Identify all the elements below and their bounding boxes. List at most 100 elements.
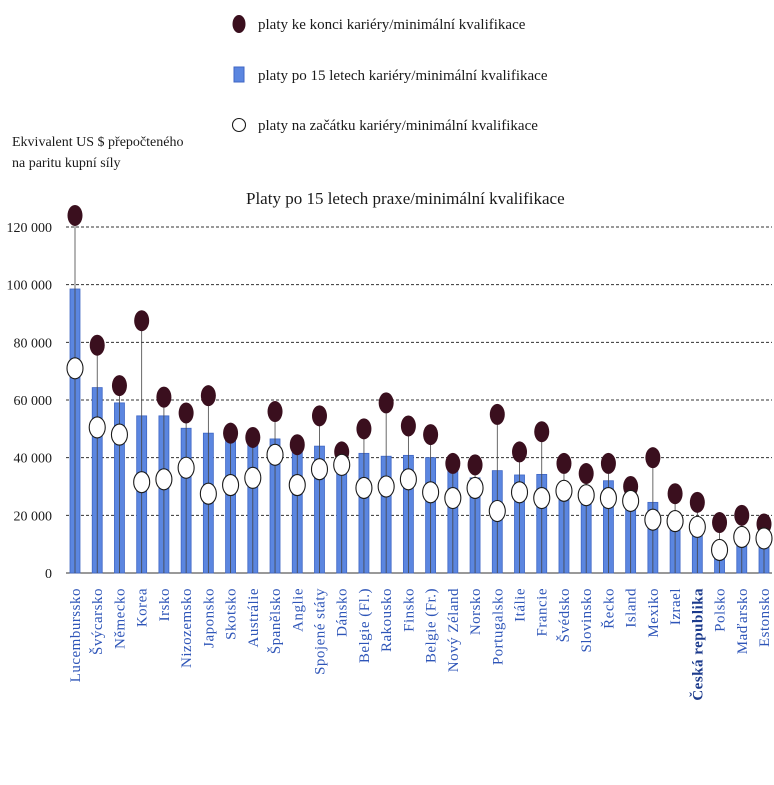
x-tick-label: Švýcarsko [89, 588, 106, 655]
career-end-point [712, 512, 728, 534]
x-tick-label: Řecko [600, 588, 617, 629]
x-tick-label: Mexiko [646, 588, 662, 638]
x-tick-label: Korea [135, 588, 151, 627]
x-tick-label: Nizozemsko [179, 588, 195, 668]
career-end-point [311, 405, 327, 427]
career-start-point [755, 527, 773, 550]
career-end-point [467, 454, 483, 476]
y-axis-label-line-2: na paritu kupní síly [12, 156, 121, 171]
y-tick-label: 80 000 [14, 336, 53, 351]
career-start-point [399, 468, 417, 491]
career-end-point [111, 375, 127, 397]
x-tick-label: Dánsko [335, 588, 351, 637]
career-end-point [289, 434, 305, 456]
markers-layer [66, 204, 773, 561]
career-start-point [710, 538, 729, 561]
x-tick-label: Itálie [513, 588, 529, 622]
career-start-point [644, 508, 662, 531]
career-start-point [333, 453, 351, 476]
career-start-point [244, 466, 262, 489]
bars-layer [69, 215, 770, 574]
career-start-point [466, 476, 484, 499]
career-start-point [66, 357, 84, 380]
x-tick-label: Portugalsko [490, 588, 506, 665]
x-tick-label: Španělsko [267, 588, 284, 654]
y-tick-label: 20 000 [14, 509, 53, 524]
career-end-point [689, 491, 705, 513]
career-end-point [512, 441, 528, 463]
career-start-point [599, 486, 617, 510]
legend-career-start-marker [231, 117, 247, 133]
x-tick-label: Japonsko [201, 588, 217, 648]
career-end-point [645, 447, 661, 469]
career-start-point [155, 468, 173, 491]
y-tick-label: 40 000 [14, 452, 53, 467]
y-tick-label: 60 000 [14, 394, 53, 409]
career-end-point [534, 421, 550, 443]
legend-career-end-label: platy ke konci kariéry/minimální kvalifi… [258, 17, 526, 33]
career-end-point [178, 402, 194, 424]
career-start-point [510, 481, 529, 504]
x-tick-label: Island [624, 588, 640, 628]
x-axis-ticks: Lucemburssko Švýcarsko Německo Korea Irsko Ni… [68, 588, 773, 701]
career-start-point [88, 416, 106, 439]
career-start-point [688, 515, 706, 538]
career-end-point [667, 483, 683, 505]
career-end-point [423, 424, 439, 446]
x-tick-label: Norsko [468, 588, 484, 635]
x-tick-label: Irsko [157, 588, 173, 621]
x-tick-label: Maďarsko [735, 588, 751, 654]
career-start-point [133, 471, 151, 494]
x-tick-label: Spojené státy [312, 588, 328, 675]
career-end-point [400, 415, 416, 437]
career-start-point [310, 458, 329, 481]
career-end-point [378, 392, 394, 414]
legend-career-end-marker [232, 15, 246, 33]
x-tick-label: Anglie [290, 588, 306, 632]
x-tick-label: Německo [112, 588, 128, 649]
x-tick-label: Austrálie [246, 588, 262, 647]
x-tick-label: Rakousko [379, 588, 395, 652]
career-end-point [67, 204, 83, 226]
career-start-point [377, 475, 395, 498]
career-start-point [422, 481, 440, 504]
career-end-point [245, 426, 261, 448]
career-start-point [666, 510, 684, 533]
career-start-point [266, 443, 284, 466]
x-tick-label: Skotsko [224, 588, 240, 640]
career-end-point [134, 310, 150, 332]
y-axis-ticks: 0 20 000 40 000 60 000 80 000 100 000 120 000 [7, 221, 53, 582]
career-end-point [223, 422, 239, 444]
legend-career-start-label: platy na začátku kariéry/minimální kvali… [258, 118, 538, 134]
chart-title: Platy po 15 letech praxe/minimální kvali… [246, 189, 565, 208]
career-start-point [199, 482, 217, 505]
career-start-point [733, 525, 751, 549]
x-tick-label: Belgie (Fr.) [424, 588, 440, 663]
career-start-point [177, 456, 195, 479]
career-start-point [288, 474, 306, 497]
career-start-point [355, 476, 373, 499]
career-start-point [577, 484, 595, 507]
legend: platy ke konci kariéry/minimální kvalifi… [231, 15, 548, 134]
career-end-point [489, 403, 505, 425]
x-tick-label: Polsko [713, 588, 729, 632]
career-start-point [222, 474, 240, 497]
career-start-point [622, 489, 640, 512]
y-tick-label: 120 000 [7, 221, 53, 236]
x-tick-label: Finsko [401, 588, 417, 632]
x-tick-label: Izrael [668, 588, 684, 625]
career-start-point [444, 486, 462, 510]
grid-layer [66, 226, 772, 574]
career-start-point [533, 486, 551, 510]
career-end-point [445, 452, 461, 474]
career-end-point [356, 418, 372, 440]
x-tick-label: Švédsko [556, 588, 573, 642]
career-end-point [556, 452, 572, 474]
career-start-point [110, 423, 129, 446]
career-end-point [89, 334, 105, 356]
x-tick-label: Francie [535, 588, 551, 636]
career-end-point [734, 504, 750, 526]
career-start-point [555, 479, 573, 502]
career-end-point [600, 452, 616, 474]
